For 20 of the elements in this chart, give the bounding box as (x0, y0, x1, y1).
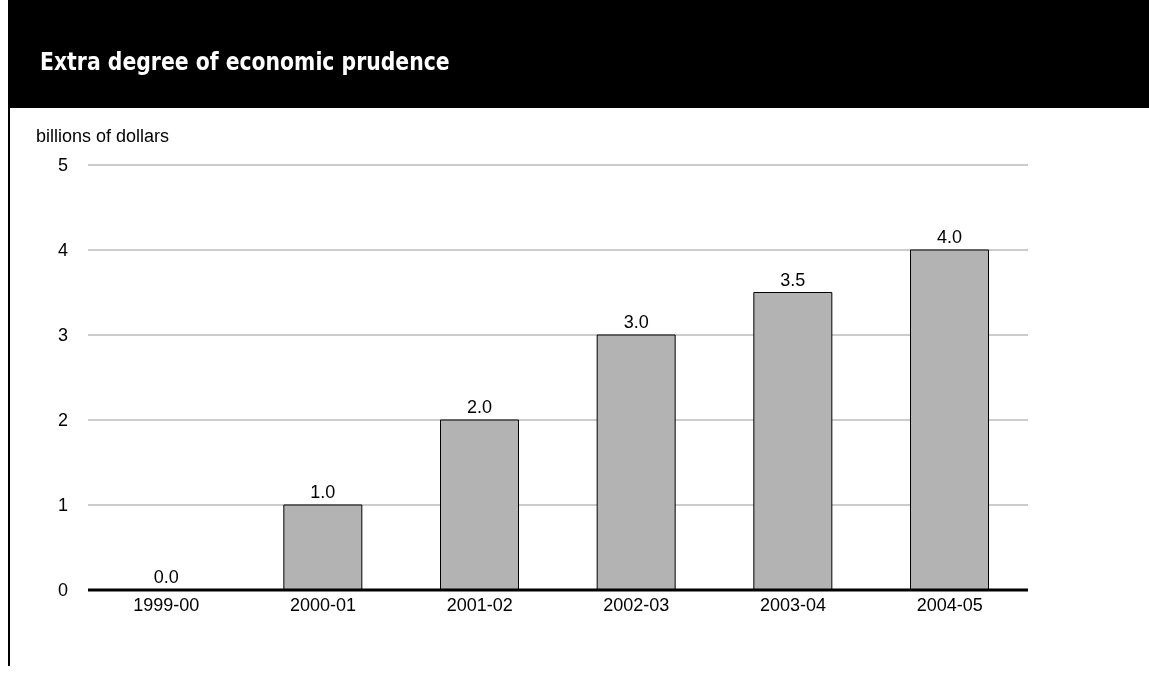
data-label: 4.0 (936, 227, 963, 247)
y-tick-label: 1 (58, 495, 69, 516)
data-label: 3.5 (780, 269, 806, 290)
x-tick-label: 2004-05 (916, 594, 983, 615)
x-tick-label: 2000-01 (289, 594, 357, 615)
data-label: 1.0 (310, 482, 336, 502)
y-tick-label: 0 (58, 580, 69, 601)
chart-title: Extra degree of economic prudence (40, 48, 450, 76)
y-tick-label: 5 (58, 155, 69, 176)
y-tick-label: 4 (58, 240, 69, 261)
data-label: 3.0 (623, 312, 649, 332)
data-label: 2.0 (466, 397, 493, 417)
data-label: 0.0 (153, 567, 179, 587)
x-tick-label: 1999-00 (133, 594, 200, 615)
y-axis-title: billions of dollars (36, 126, 170, 147)
x-tick-label: 2002-03 (603, 594, 670, 615)
x-tick-label: 2003-04 (759, 594, 827, 615)
x-tick-label: 2001-02 (446, 594, 513, 615)
y-tick-label: 3 (58, 325, 69, 346)
y-tick-label: 2 (58, 410, 69, 431)
